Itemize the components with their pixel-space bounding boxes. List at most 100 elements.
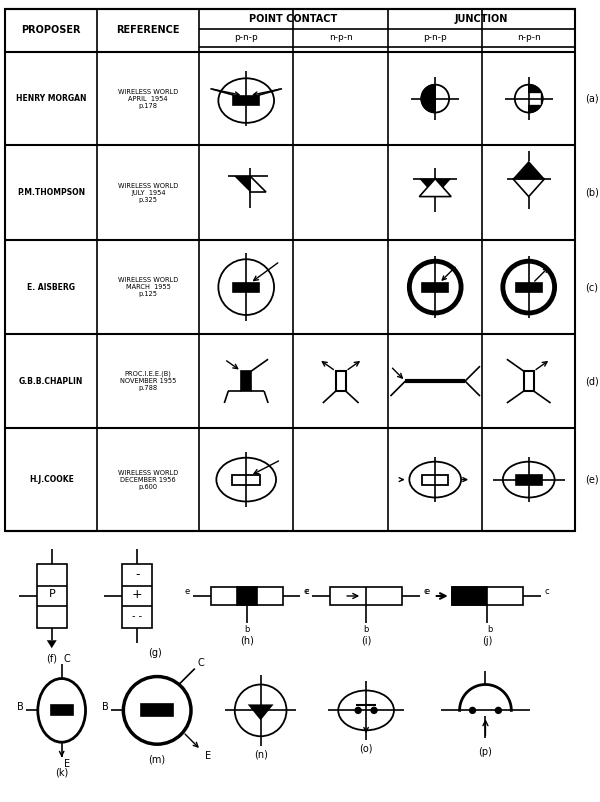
Text: (b): (b) <box>585 188 599 197</box>
Ellipse shape <box>409 462 461 497</box>
Text: (j): (j) <box>482 636 493 646</box>
Polygon shape <box>250 176 266 192</box>
Text: WIRELESS WORLD
JULY  1954
p.325: WIRELESS WORLD JULY 1954 p.325 <box>118 183 178 203</box>
Text: (m): (m) <box>149 754 166 764</box>
Text: (a): (a) <box>585 94 599 103</box>
Polygon shape <box>513 179 545 196</box>
Bar <box>526 94 539 103</box>
Text: (i): (i) <box>361 636 371 646</box>
Polygon shape <box>234 176 250 192</box>
Bar <box>122 564 152 628</box>
Text: PROC.I.E.E.(B)
NOVEMBER 1955
p.788: PROC.I.E.E.(B) NOVEMBER 1955 p.788 <box>120 371 176 391</box>
Text: P: P <box>49 589 56 599</box>
Text: (f): (f) <box>46 653 57 663</box>
Polygon shape <box>529 85 542 112</box>
Bar <box>422 475 448 484</box>
Text: E: E <box>64 759 70 769</box>
Text: n-p-n: n-p-n <box>329 34 353 43</box>
Text: (o): (o) <box>359 743 373 753</box>
Bar <box>232 475 260 484</box>
Bar <box>336 371 346 391</box>
Bar <box>422 283 448 292</box>
Bar <box>211 587 283 605</box>
Bar <box>452 587 487 605</box>
Bar <box>141 704 173 716</box>
Text: p-n-p: p-n-p <box>235 34 258 43</box>
Text: REFERENCE: REFERENCE <box>116 26 180 35</box>
Text: b: b <box>244 626 250 634</box>
Text: -: - <box>135 568 140 581</box>
Text: e: e <box>184 588 190 597</box>
Text: WIRELESS WORLD
APRIL  1954
p.178: WIRELESS WORLD APRIL 1954 p.178 <box>118 88 178 108</box>
Bar <box>51 706 73 715</box>
Text: (p): (p) <box>479 747 493 757</box>
Bar <box>241 371 251 391</box>
Text: +: + <box>132 589 143 602</box>
Text: C: C <box>197 658 204 667</box>
Text: WIRELESS WORLD
DECEMBER 1956
p.600: WIRELESS WORLD DECEMBER 1956 p.600 <box>118 470 178 489</box>
Polygon shape <box>419 179 451 196</box>
Text: n-p-n: n-p-n <box>517 34 541 43</box>
Bar <box>516 475 542 484</box>
Circle shape <box>470 707 476 713</box>
Text: G.B.B.CHAPLIN: G.B.B.CHAPLIN <box>19 377 83 386</box>
Polygon shape <box>419 179 451 196</box>
Text: (n): (n) <box>254 749 268 759</box>
Text: C: C <box>63 654 70 663</box>
Bar <box>233 283 259 292</box>
Text: B: B <box>17 703 23 712</box>
Text: E. AISBERG: E. AISBERG <box>27 282 75 292</box>
Circle shape <box>503 261 554 313</box>
Text: H.J.COOKE: H.J.COOKE <box>29 475 74 484</box>
Circle shape <box>124 677 191 744</box>
Polygon shape <box>513 160 545 179</box>
Text: (e): (e) <box>585 475 599 484</box>
Text: E: E <box>205 751 211 761</box>
Ellipse shape <box>338 691 394 731</box>
Text: WIRELESS WORLD
MARCH  1955
p.125: WIRELESS WORLD MARCH 1955 p.125 <box>118 277 178 297</box>
Text: b: b <box>364 626 369 634</box>
Text: (h): (h) <box>240 636 254 646</box>
Text: e: e <box>304 588 309 597</box>
Polygon shape <box>248 704 274 720</box>
Text: JUNCTION: JUNCTION <box>455 14 508 24</box>
Text: POINT CONTACT: POINT CONTACT <box>250 14 338 24</box>
Text: c: c <box>304 588 309 597</box>
Text: (d): (d) <box>585 376 599 386</box>
Polygon shape <box>421 85 435 112</box>
Text: (k): (k) <box>55 767 68 777</box>
Text: HENRY MORGAN: HENRY MORGAN <box>16 94 86 103</box>
Text: c: c <box>545 588 550 597</box>
Text: e: e <box>424 588 430 597</box>
Circle shape <box>355 707 361 713</box>
Bar <box>330 587 402 605</box>
Circle shape <box>515 85 542 112</box>
Text: B: B <box>102 703 109 712</box>
Text: b: b <box>488 626 493 634</box>
Bar <box>5 9 575 531</box>
Bar <box>516 283 542 292</box>
Bar <box>237 587 257 605</box>
Text: PROPOSER: PROPOSER <box>22 26 81 35</box>
Text: - -: - - <box>132 611 142 621</box>
Ellipse shape <box>218 79 274 123</box>
Circle shape <box>409 261 461 313</box>
Bar <box>233 95 259 104</box>
Text: p-n-p: p-n-p <box>424 34 447 43</box>
Text: c: c <box>424 588 428 597</box>
Ellipse shape <box>38 678 86 742</box>
Circle shape <box>421 85 449 112</box>
Circle shape <box>235 685 286 736</box>
Ellipse shape <box>503 462 554 497</box>
Bar <box>452 587 523 605</box>
Bar <box>37 564 67 628</box>
Circle shape <box>218 259 274 315</box>
Text: P.M.THOMPSON: P.M.THOMPSON <box>17 188 85 197</box>
Text: (c): (c) <box>585 282 598 292</box>
Ellipse shape <box>217 458 276 501</box>
Text: (g): (g) <box>148 648 162 658</box>
Circle shape <box>371 707 377 713</box>
Bar <box>524 371 533 391</box>
Polygon shape <box>47 640 57 648</box>
Circle shape <box>496 707 502 713</box>
